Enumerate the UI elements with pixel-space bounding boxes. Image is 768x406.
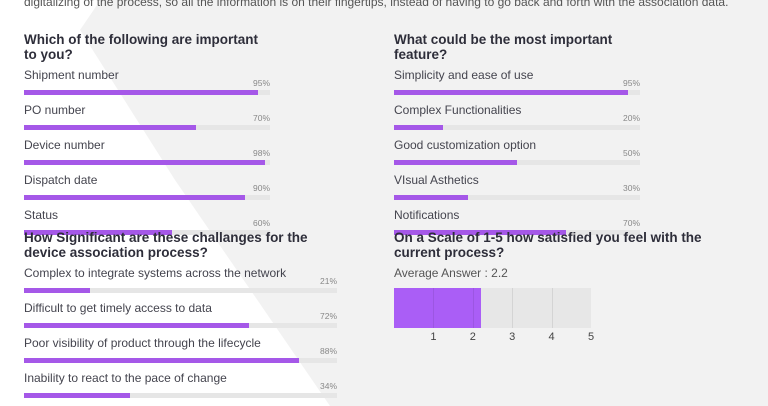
scale-divider <box>512 288 514 328</box>
satisfaction-scale <box>394 288 591 328</box>
item-percent: 34% <box>319 381 337 391</box>
progress-track <box>24 90 270 95</box>
scale-divider <box>472 288 474 328</box>
satisfaction-title: On a Scale of 1-5 how satisfied you feel… <box>394 230 702 260</box>
progress-track <box>394 160 640 165</box>
scale-tick-label: 4 <box>548 331 555 343</box>
item-percent: 70% <box>252 113 270 123</box>
list-item: Difficult to get timely access to data 72… <box>24 301 337 336</box>
item-percent: 60% <box>252 218 270 228</box>
progress-track <box>24 160 270 165</box>
intro-text: digitalizing of the process, so all the … <box>24 0 729 9</box>
item-label: Device number <box>24 138 105 152</box>
feature-title: What could be the most important feature… <box>394 32 613 62</box>
item-label: Good customization option <box>394 138 537 152</box>
item-percent: 50% <box>622 148 640 158</box>
list-item: Good customization option 50% <box>394 138 640 173</box>
challenges-section: How Significant are these challanges for… <box>24 230 337 406</box>
scale-tick-label: 3 <box>509 331 516 343</box>
scale-divider <box>551 288 553 328</box>
progress-fill <box>24 195 246 200</box>
progress-fill <box>24 125 197 130</box>
list-item: Status 60% <box>24 208 270 243</box>
feature-section: What could be the most important feature… <box>394 32 640 243</box>
item-label: Poor visibility of product through the l… <box>24 336 261 350</box>
progress-fill <box>394 125 444 130</box>
item-label: Complex Functionalities <box>394 103 522 117</box>
progress-fill <box>24 288 90 293</box>
item-label: PO number <box>24 103 86 117</box>
item-percent: 95% <box>252 78 270 88</box>
scale-ticks: 1 2 3 4 5 <box>394 328 595 344</box>
progress-fill <box>394 195 468 200</box>
item-percent: 70% <box>622 218 640 228</box>
progress-track <box>394 90 640 95</box>
progress-track <box>24 358 337 363</box>
item-percent: 88% <box>319 346 337 356</box>
list-item: Dispatch date 90% <box>24 173 270 208</box>
progress-track <box>24 125 270 130</box>
list-item: Inability to react to the pace of change… <box>24 371 337 406</box>
item-label: Complex to integrate systems across the … <box>24 266 287 280</box>
progress-fill <box>24 160 266 165</box>
item-percent: 30% <box>622 183 640 193</box>
scale-tick-label: 5 <box>587 331 595 343</box>
progress-track <box>24 393 337 398</box>
list-item: PO number 70% <box>24 103 270 138</box>
progress-fill <box>24 230 172 235</box>
progress-fill <box>24 90 258 95</box>
feature-list: Simplicity and ease of use 95% Complex Fun… <box>394 68 640 243</box>
progress-fill <box>394 160 517 165</box>
progress-fill <box>394 230 567 235</box>
progress-track <box>24 230 270 235</box>
satisfaction-section: On a Scale of 1-5 how satisfied you feel… <box>394 230 714 344</box>
scale-tick-label: 2 <box>469 331 476 343</box>
progress-track <box>394 195 640 200</box>
item-percent: 90% <box>252 183 270 193</box>
progress-fill <box>24 393 131 398</box>
progress-track <box>24 323 337 328</box>
list-item: Poor visibility of product through the l… <box>24 336 337 371</box>
item-label: Notifications <box>394 208 460 222</box>
item-label: Difficult to get timely access to data <box>24 301 212 315</box>
list-item: Simplicity and ease of use 95% <box>394 68 640 103</box>
item-label: VIsual Asthetics <box>394 173 479 187</box>
item-percent: 98% <box>252 148 270 158</box>
average-answer: Average Answer : 2.2 <box>394 266 508 280</box>
progress-fill <box>24 323 250 328</box>
progress-track <box>24 195 270 200</box>
progress-fill <box>24 358 300 363</box>
item-percent: 95% <box>622 78 640 88</box>
item-label: Simplicity and ease of use <box>394 68 534 82</box>
progress-fill <box>394 90 628 95</box>
item-label: Status <box>24 208 59 222</box>
item-label: Dispatch date <box>24 173 98 187</box>
list-item: Shipment number 95% <box>24 68 270 103</box>
scale-fill <box>394 288 481 328</box>
important-section: Which of the following are important to … <box>24 32 270 243</box>
list-item: Device number 98% <box>24 138 270 173</box>
progress-track <box>394 125 640 130</box>
item-label: Inability to react to the pace of change <box>24 371 227 385</box>
scale-tick-label: 1 <box>430 331 437 343</box>
important-title: Which of the following are important to … <box>24 32 258 62</box>
list-item: VIsual Asthetics 30% <box>394 173 640 208</box>
item-percent: 72% <box>319 311 337 321</box>
list-item: Complex to integrate systems across the … <box>24 266 337 301</box>
item-label: Shipment number <box>24 68 119 82</box>
progress-track <box>394 230 640 235</box>
item-percent: 20% <box>622 113 640 123</box>
list-item: Complex Functionalities 20% <box>394 103 640 138</box>
scale-divider <box>433 288 435 328</box>
important-list: Shipment number 95% PO number 70% Device num… <box>24 68 270 243</box>
item-percent: 21% <box>319 276 337 286</box>
challenges-list: Complex to integrate systems across the … <box>24 266 337 406</box>
progress-track <box>24 288 337 293</box>
list-item: Notifications 70% <box>394 208 640 243</box>
challenges-title: How Significant are these challanges for… <box>24 230 308 260</box>
